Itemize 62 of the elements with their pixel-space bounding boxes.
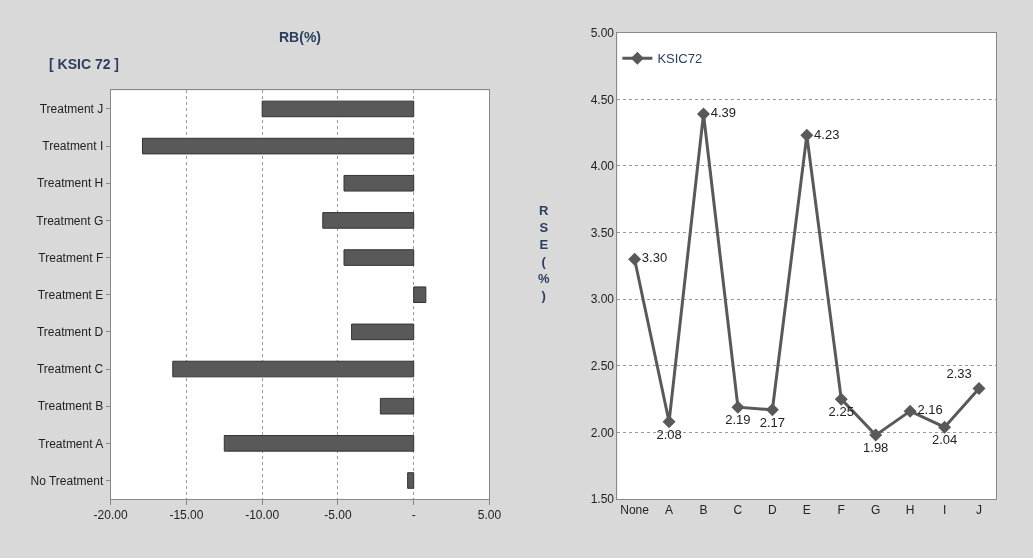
- x-tick-label: C: [733, 503, 743, 518]
- point: [938, 420, 952, 434]
- y-tick-label: Treatment D: [36, 325, 104, 340]
- y-tick-label: 4.50: [590, 92, 615, 107]
- x-tick-label: -10.00: [245, 508, 280, 523]
- y-tick-label: No Treatment: [30, 473, 104, 488]
- y-tick-label: Treatment F: [38, 250, 104, 265]
- y-tick-label: Treatment H: [36, 176, 104, 191]
- x-tick-label: J: [976, 503, 983, 518]
- x-tick-label: -5.00: [324, 508, 352, 523]
- y-tick-label: Treatment J: [39, 102, 104, 117]
- y-tick-label: 2.00: [590, 425, 615, 440]
- x-tick-label: H: [905, 503, 915, 518]
- x-tick-label: -15.00: [169, 508, 204, 523]
- y-axis-title: RSE(%): [538, 203, 550, 303]
- data-label: 2.33: [946, 365, 972, 381]
- point: [628, 252, 642, 266]
- y-tick-label: Treatment I: [42, 139, 104, 154]
- legend-label: KSIC72: [657, 51, 703, 67]
- y-tick-label: 3.00: [590, 292, 615, 307]
- x-tick-label: None: [620, 503, 650, 518]
- point: [834, 392, 848, 406]
- x-tick-label: I: [942, 503, 947, 518]
- x-tick-label: A: [665, 503, 674, 518]
- data-label: 2.17: [759, 414, 786, 430]
- point: [972, 381, 986, 395]
- data-label: 2.04: [931, 432, 958, 448]
- point: [800, 128, 814, 142]
- point: [903, 404, 917, 418]
- x-tick-label: 5.00: [477, 508, 502, 523]
- data-label: 4.23: [814, 126, 840, 142]
- point: [662, 415, 676, 429]
- point: [765, 403, 779, 417]
- data-label: 4.39: [710, 105, 737, 121]
- y-tick-label: Treatment C: [36, 362, 104, 377]
- x-tick-label: -: [411, 508, 416, 523]
- point: [869, 428, 883, 442]
- y-tick-label: Treatment A: [38, 436, 104, 451]
- text: [ KSIC 72 ]: [49, 56, 120, 72]
- data-label: 2.25: [828, 404, 854, 420]
- x-tick-label: -20.00: [93, 508, 128, 523]
- y-tick-label: 2.50: [590, 359, 615, 374]
- point: [697, 107, 710, 121]
- y-tick-label: Treatment E: [37, 287, 104, 302]
- y-tick-label: 1.50: [590, 492, 615, 507]
- y-tick-label: 5.00: [590, 25, 615, 40]
- x-tick-label: B: [699, 503, 708, 518]
- y-tick-label: Treatment B: [37, 399, 104, 414]
- x-tick-label: D: [768, 503, 778, 518]
- point: [731, 400, 745, 414]
- data-label: 2.08: [656, 426, 682, 442]
- data-label: 3.30: [641, 250, 668, 266]
- y-tick-label: Treatment G: [36, 213, 104, 228]
- x-tick-label: G: [871, 503, 881, 518]
- y-tick-label: 3.50: [590, 225, 615, 240]
- data-label: 1.98: [863, 440, 889, 456]
- x-tick-label: E: [802, 503, 811, 518]
- data-label: 2.16: [917, 402, 943, 418]
- x-tick-label: F: [837, 503, 845, 518]
- chart-title: RB(%): [279, 29, 321, 45]
- y-tick-label: 4.00: [590, 159, 615, 174]
- data-label: 2.19: [725, 412, 751, 428]
